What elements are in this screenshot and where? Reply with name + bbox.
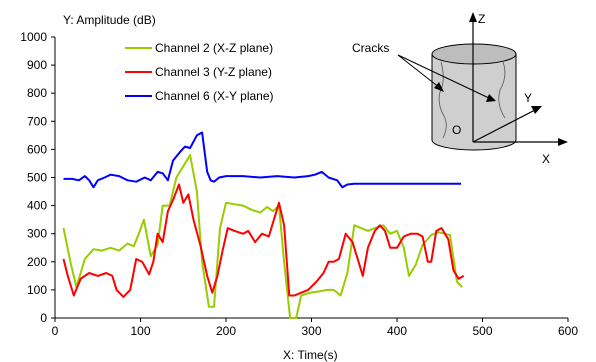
- y-tick-label: 800: [27, 86, 47, 100]
- series-line-channel-2: [62, 183, 465, 298]
- x-tick-label: 200: [216, 324, 236, 338]
- x-arrowhead: [558, 138, 568, 146]
- y-axis-label: Y: Amplitude (dB): [63, 13, 156, 27]
- y-tick-label: 100: [27, 283, 47, 297]
- y-tick-label: 400: [27, 199, 47, 213]
- x-tick-label: 500: [472, 324, 492, 338]
- x-tick-label: 600: [558, 324, 578, 338]
- y-arrowhead: [531, 106, 542, 114]
- y-tick-label: 500: [27, 171, 47, 185]
- legend-label: Channel 3 (Y-Z plane): [155, 65, 272, 79]
- y-tick-label: 300: [27, 227, 47, 241]
- y-tick-label: 0: [40, 311, 47, 325]
- x-tick-label: 0: [52, 324, 59, 338]
- crack-pointer-2: [397, 54, 492, 100]
- legend-label: Channel 2 (X-Z plane): [155, 41, 273, 55]
- crack-pointer-1-head: [434, 82, 444, 92]
- crack-line-left: [438, 61, 447, 139]
- origin-label: O: [452, 123, 461, 137]
- crack-pointer-1: [397, 54, 441, 89]
- z-label: Z: [478, 12, 485, 26]
- z-arrowhead: [469, 12, 477, 22]
- y-tick-label: 600: [27, 142, 47, 156]
- series-lines: [62, 131, 465, 319]
- legend: Channel 2 (X-Z plane) Channel 3 (Y-Z plan…: [125, 41, 274, 103]
- series-line-channel-1: [62, 154, 463, 319]
- y-tick-label: 900: [27, 58, 47, 72]
- x-tick-label: 300: [301, 324, 321, 338]
- y-axis-arrow: [472, 109, 536, 143]
- x-tick-label: 400: [387, 324, 407, 338]
- y-tick-label: 1000: [20, 30, 47, 44]
- cylinder-top: [431, 43, 517, 65]
- crack-line-right: [498, 61, 506, 119]
- y-tick-label: 700: [27, 114, 47, 128]
- crack-pointer-2-head: [486, 94, 496, 102]
- x-axis-label: X: Time(s): [283, 348, 338, 362]
- cracks-label: Cracks: [352, 41, 389, 55]
- ticks: 0 100 200 300 400 500 600 700 800 900 1000 0 100 200 3…: [20, 30, 578, 338]
- x-label: X: [542, 152, 550, 166]
- y-tick-label: 200: [27, 255, 47, 269]
- cylinder-illustration: Cracks Z Y X O: [352, 12, 568, 166]
- y-label: Y: [524, 91, 532, 105]
- x-tick-label: 100: [130, 324, 150, 338]
- cylinder-body: [431, 54, 517, 151]
- legend-label: Channel 6 (X-Y plane): [155, 89, 274, 103]
- series-line-channel-3: [63, 131, 462, 189]
